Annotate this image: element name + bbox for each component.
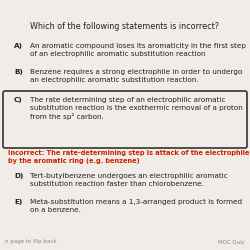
Text: B): B) [14,69,23,75]
Text: Benzene requires a strong electrophile in order to undergo
an electrophilic arom: Benzene requires a strong electrophile i… [30,69,242,83]
Text: An aromatic compound loses its aromaticity in the first step
of an electrophilic: An aromatic compound loses its aromatici… [30,43,246,57]
FancyBboxPatch shape [3,91,247,148]
Text: E): E) [14,199,22,205]
Text: D): D) [14,173,24,179]
Text: Meta-substitution means a 1,3-arranged product is formed
on a benzene.: Meta-substitution means a 1,3-arranged p… [30,199,242,213]
Text: C): C) [14,97,23,103]
Text: Tert-butylbenzene undergoes an electrophilic aromatic
substitution reaction fast: Tert-butylbenzene undergoes an electroph… [30,173,228,187]
Text: Incorrect: The rate-determining step is attack of the electrophile
by the aromat: Incorrect: The rate-determining step is … [8,150,250,164]
Text: n page to flip back: n page to flip back [5,239,57,244]
Text: The rate determining step of an electrophilic aromatic
substitution reaction is : The rate determining step of an electrop… [30,97,243,120]
Text: A): A) [14,43,23,49]
Text: MOC Quiz: MOC Quiz [218,239,245,244]
Text: Which of the following statements is incorrect?: Which of the following statements is inc… [30,22,220,31]
